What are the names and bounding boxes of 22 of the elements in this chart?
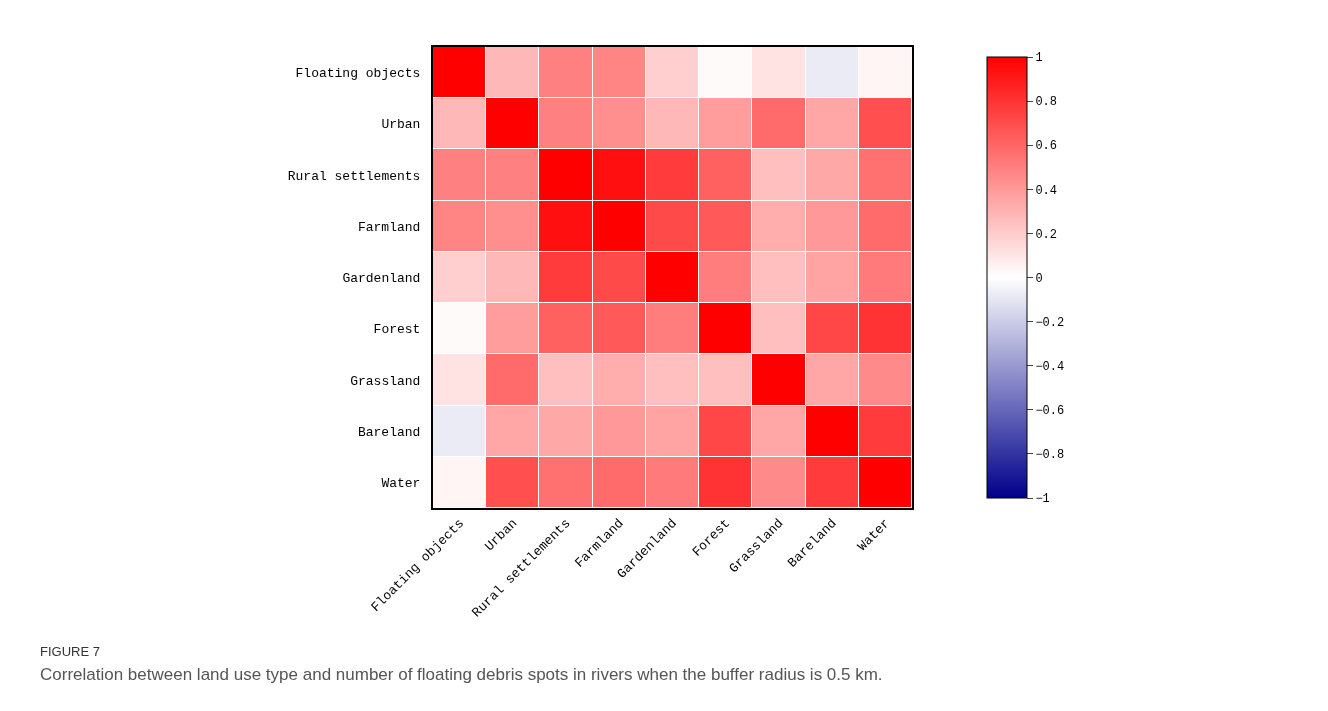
y-tick-label: Water <box>381 475 421 491</box>
caption: FIGURE 7 <box>40 644 100 659</box>
y-tick-label: Forest <box>373 322 421 338</box>
color-bar-label: 1 <box>1035 51 1043 66</box>
color-bar-label: 0.6 <box>1035 139 1058 154</box>
color-bar-label: 0.8 <box>1035 95 1058 110</box>
color-bar-label: −0.8 <box>1035 448 1065 463</box>
color-bar-label: −0.6 <box>1035 404 1065 418</box>
color-bar-label: −0.2 <box>1035 315 1065 330</box>
text: Correlation between land use type and number of floating debris spots in rivers when the buffer radius is 0.5 km. <box>40 665 883 684</box>
y-tick-label: Rural settlements <box>287 168 421 184</box>
y-tick-label: Bareland <box>357 424 421 440</box>
color-bar-label: −0.4 <box>1035 359 1065 374</box>
color-bar-label: −1 <box>1035 492 1050 507</box>
color-bar-label: 0 <box>1035 271 1043 286</box>
color-bar-label: 0.4 <box>1035 183 1058 198</box>
color-bar-label: 0.2 <box>1035 227 1058 242</box>
y-tick-label: Grassland <box>350 373 421 389</box>
y-tick-label: Urban <box>381 117 421 133</box>
y-tick-label: Floating objects <box>295 66 421 82</box>
y-tick-label: Gardenland <box>342 271 421 287</box>
y-tick-label: Farmland <box>357 219 421 235</box>
